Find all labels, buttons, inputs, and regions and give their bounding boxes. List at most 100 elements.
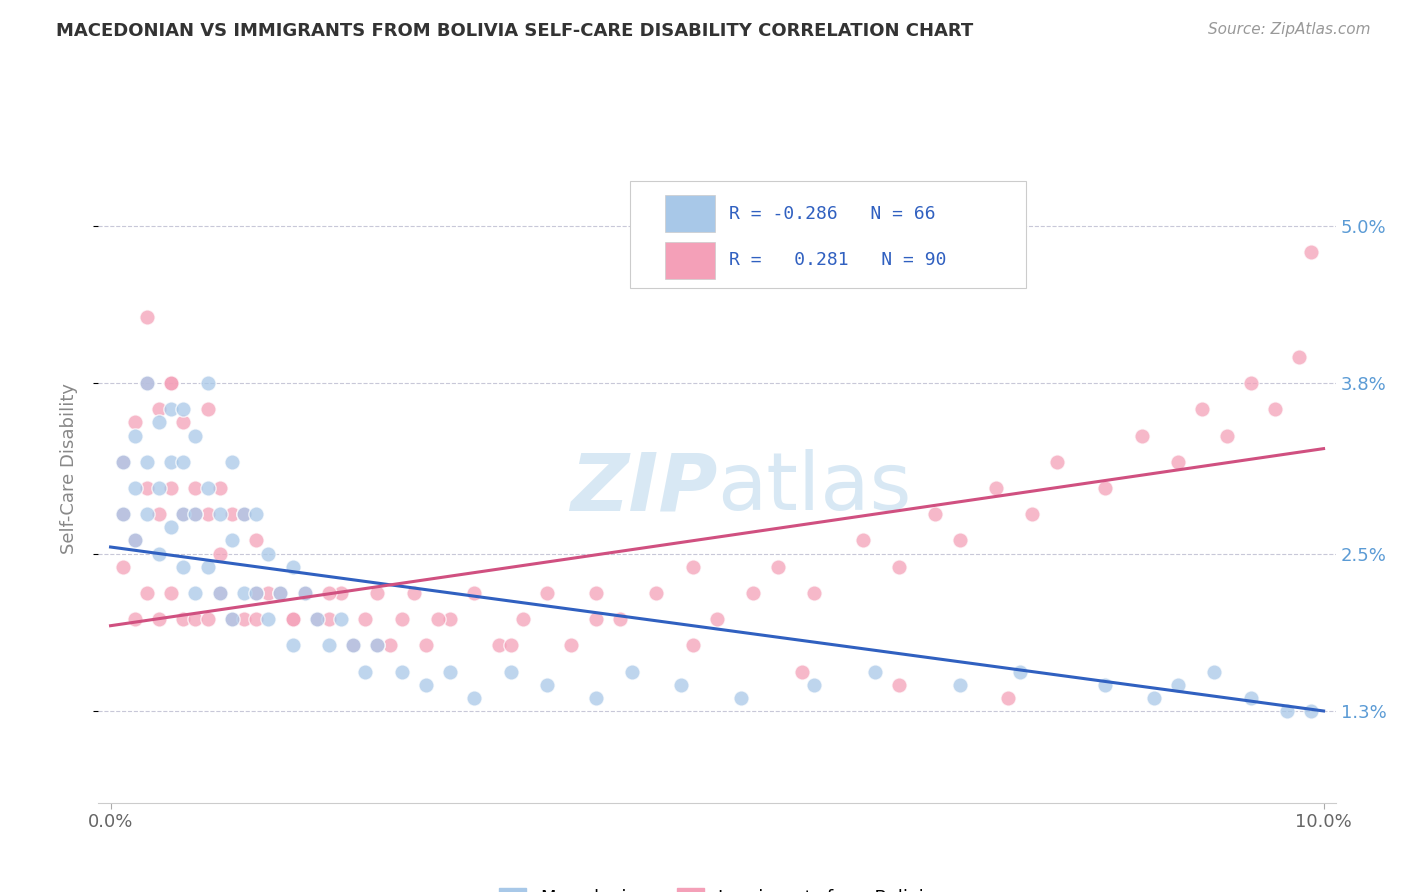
Point xyxy=(184,507,207,521)
Point xyxy=(415,678,437,692)
Point xyxy=(790,665,813,679)
Point xyxy=(439,612,461,626)
Point xyxy=(124,428,146,442)
Point xyxy=(111,559,134,574)
Point xyxy=(1275,704,1298,718)
Point xyxy=(1264,402,1286,417)
Point xyxy=(208,507,231,521)
Point xyxy=(111,507,134,521)
Point xyxy=(1046,455,1069,469)
Point xyxy=(366,639,388,653)
Point xyxy=(160,481,183,495)
Point xyxy=(148,612,170,626)
Point xyxy=(1094,678,1116,692)
Point xyxy=(415,639,437,653)
Point xyxy=(172,507,194,521)
Point xyxy=(160,455,183,469)
Point xyxy=(124,533,146,548)
Point xyxy=(803,586,825,600)
Point xyxy=(172,507,194,521)
Point xyxy=(172,455,194,469)
Point xyxy=(172,402,194,417)
Point xyxy=(499,665,522,679)
Point xyxy=(682,559,704,574)
Point xyxy=(197,402,219,417)
Point xyxy=(208,586,231,600)
Point xyxy=(111,455,134,469)
Point xyxy=(949,533,972,548)
Point xyxy=(1167,455,1189,469)
Text: R = -0.286   N = 66: R = -0.286 N = 66 xyxy=(730,204,936,222)
Point xyxy=(852,533,875,548)
Point xyxy=(148,507,170,521)
Point xyxy=(318,612,340,626)
Point xyxy=(245,507,267,521)
Point xyxy=(536,586,558,600)
Point xyxy=(136,586,159,600)
Point xyxy=(148,416,170,430)
Point xyxy=(111,455,134,469)
Point xyxy=(136,507,159,521)
Point xyxy=(1143,690,1166,705)
Point xyxy=(354,665,377,679)
Text: Source: ZipAtlas.com: Source: ZipAtlas.com xyxy=(1208,22,1371,37)
Point xyxy=(136,376,159,390)
Point xyxy=(136,455,159,469)
Point xyxy=(233,586,256,600)
Point xyxy=(184,612,207,626)
Point xyxy=(318,639,340,653)
Point xyxy=(1288,350,1310,364)
Point xyxy=(402,586,425,600)
Point xyxy=(184,428,207,442)
Point xyxy=(245,612,267,626)
Point xyxy=(1240,690,1263,705)
Point xyxy=(585,612,607,626)
Point xyxy=(499,639,522,653)
Point xyxy=(257,547,280,561)
Point xyxy=(803,678,825,692)
Point xyxy=(1130,428,1153,442)
Point xyxy=(391,665,413,679)
Text: ZIP: ZIP xyxy=(569,450,717,527)
Point xyxy=(1191,402,1213,417)
Point xyxy=(221,612,243,626)
Point xyxy=(766,559,789,574)
Point xyxy=(294,586,316,600)
Point xyxy=(148,402,170,417)
Point xyxy=(184,586,207,600)
Point xyxy=(281,612,304,626)
Point xyxy=(984,481,1007,495)
Point xyxy=(136,481,159,495)
Point xyxy=(463,586,485,600)
Point xyxy=(281,612,304,626)
Point xyxy=(294,586,316,600)
Point xyxy=(330,586,353,600)
Point xyxy=(221,507,243,521)
Point xyxy=(160,402,183,417)
Point xyxy=(863,665,886,679)
Point xyxy=(318,586,340,600)
Point xyxy=(172,612,194,626)
Text: atlas: atlas xyxy=(717,450,911,527)
Point xyxy=(305,612,328,626)
Point xyxy=(208,547,231,561)
Point xyxy=(1204,665,1226,679)
Point xyxy=(233,507,256,521)
Point xyxy=(160,376,183,390)
Point xyxy=(124,416,146,430)
Point xyxy=(245,586,267,600)
Point xyxy=(305,612,328,626)
FancyBboxPatch shape xyxy=(630,180,1026,288)
Point xyxy=(730,690,752,705)
Point xyxy=(1010,665,1032,679)
Legend: Macedonians, Immigrants from Bolivia: Macedonians, Immigrants from Bolivia xyxy=(492,880,942,892)
Point xyxy=(197,507,219,521)
Point xyxy=(342,639,364,653)
Point xyxy=(949,678,972,692)
Point xyxy=(488,639,510,653)
Point xyxy=(111,507,134,521)
Point xyxy=(1215,428,1237,442)
Point xyxy=(1240,376,1263,390)
Point xyxy=(124,481,146,495)
Point xyxy=(221,533,243,548)
